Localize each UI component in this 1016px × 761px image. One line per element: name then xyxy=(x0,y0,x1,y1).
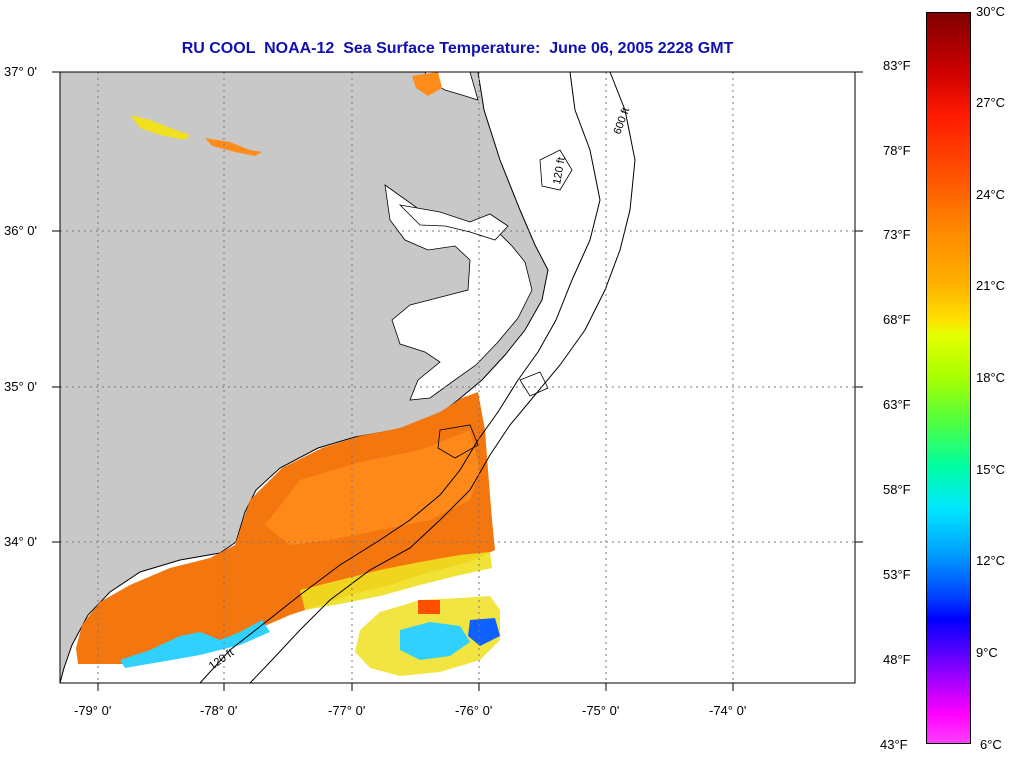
plot-frame xyxy=(59,71,856,684)
sst-cool-band xyxy=(300,552,492,610)
lat-label-37: 37° 0' xyxy=(4,64,37,79)
temp-label-f-63: 63°F xyxy=(883,397,911,412)
lon-label-74: -74° 0' xyxy=(709,703,747,718)
lon-label-75: -75° 0' xyxy=(582,703,620,718)
temp-label-c-15: 15°C xyxy=(976,462,1006,477)
temp-label-c-30: 30°C xyxy=(976,4,1006,19)
sst-inland-river-2 xyxy=(205,138,262,156)
sst-light-orange-patch xyxy=(265,430,480,545)
grid-lines xyxy=(60,72,855,683)
temp-label-c-18: 18°C xyxy=(976,370,1006,385)
lon-label-79: -79° 0' xyxy=(74,703,112,718)
lat-label-36: 36° 0' xyxy=(4,223,37,238)
temp-label-c-21: 21°C xyxy=(976,278,1006,293)
temp-label-c-6: 6°C xyxy=(980,737,1002,752)
sst-cyan-band xyxy=(120,620,270,668)
temp-label-f-73: 73°F xyxy=(883,227,911,242)
tick-marks xyxy=(52,71,863,691)
temp-label-f-53: 53°F xyxy=(883,567,911,582)
lat-label-35: 35° 0' xyxy=(4,379,37,394)
temp-label-c-12: 12°C xyxy=(976,553,1006,568)
temp-label-c-27: 27°C xyxy=(976,95,1006,110)
contour-600ft xyxy=(249,72,636,683)
sst-inland-river-1 xyxy=(130,115,190,140)
lon-label-78: -78° 0' xyxy=(200,703,238,718)
color-bar xyxy=(926,12,971,744)
lat-label-34: 34° 0' xyxy=(4,534,37,549)
temp-label-f-68: 68°F xyxy=(883,312,911,327)
sst-bay-warm xyxy=(412,72,442,96)
map-title: RU COOL NOAA-12 Sea Surface Temperature:… xyxy=(181,40,734,57)
lon-label-77: -77° 0' xyxy=(328,703,366,718)
sst-offshore-patch-2 xyxy=(400,622,470,660)
temp-label-f-43: 43°F xyxy=(880,737,908,752)
temp-label-f-78: 78°F xyxy=(883,143,911,158)
temp-label-f-48: 48°F xyxy=(883,652,911,667)
sst-offshore-patch-3 xyxy=(468,618,500,646)
lon-label-76: -76° 0' xyxy=(455,703,493,718)
contour-shelf-detail xyxy=(437,149,573,459)
temp-label-f-58: 58°F xyxy=(883,482,911,497)
temp-label-f-83: 83°F xyxy=(883,58,911,73)
contour-label-120: 120 ft xyxy=(551,156,568,185)
contour-120ft xyxy=(199,72,601,683)
temp-label-c-24: 24°C xyxy=(976,187,1006,202)
temp-label-c-9: 9°C xyxy=(976,645,998,660)
sst-hot-spot xyxy=(418,600,440,614)
